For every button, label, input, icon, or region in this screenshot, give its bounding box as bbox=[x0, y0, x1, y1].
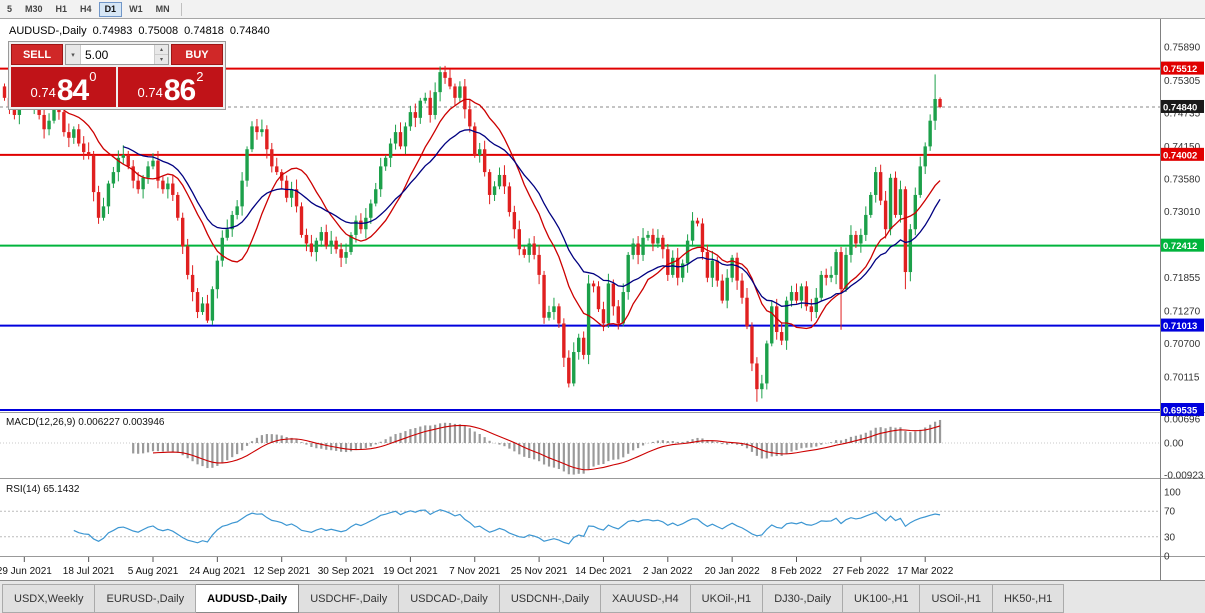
toolbar-separator bbox=[180, 2, 182, 16]
svg-text:0: 0 bbox=[1164, 552, 1170, 563]
chart-tab-eurusd-daily[interactable]: EURUSD-,Daily bbox=[95, 584, 197, 613]
volume-dropdown-icon[interactable]: ▾ bbox=[66, 45, 81, 64]
volume-input[interactable]: 5.00 bbox=[85, 48, 109, 62]
svg-text:0.70115: 0.70115 bbox=[1164, 372, 1200, 383]
svg-text:RSI(14) 65.1432: RSI(14) 65.1432 bbox=[6, 484, 80, 495]
svg-text:20 Jan 2022: 20 Jan 2022 bbox=[705, 566, 760, 577]
chart-title-open: 0.74983 bbox=[92, 25, 133, 37]
buy-price-sup: 2 bbox=[196, 69, 204, 84]
buy-price-display[interactable]: 0.74 86 2 bbox=[118, 67, 223, 107]
chart-title-close: 0.74840 bbox=[229, 25, 270, 37]
svg-text:0.00: 0.00 bbox=[1164, 439, 1184, 450]
chart-tab-usdcad-daily[interactable]: USDCAD-,Daily bbox=[399, 584, 500, 613]
timeframe-toolbar: 5 M30 H1 H4 D1 W1 MN bbox=[0, 0, 1205, 19]
svg-text:5 Aug 2021: 5 Aug 2021 bbox=[128, 566, 179, 577]
svg-text:17 Mar 2022: 17 Mar 2022 bbox=[897, 566, 954, 577]
timeframe-button-w1[interactable]: W1 bbox=[123, 2, 149, 17]
svg-text:7 Nov 2021: 7 Nov 2021 bbox=[449, 566, 501, 577]
buy-price-big: 86 bbox=[163, 73, 196, 107]
buy-price-prefix: 0.74 bbox=[137, 85, 163, 100]
timeframe-button-mn[interactable]: MN bbox=[150, 2, 176, 17]
sell-price-prefix: 0.74 bbox=[30, 85, 56, 100]
svg-text:0.71270: 0.71270 bbox=[1164, 306, 1201, 317]
svg-text:100: 100 bbox=[1164, 488, 1181, 499]
svg-text:MACD(12,26,9) 0.006227 0.00394: MACD(12,26,9) 0.006227 0.003946 bbox=[6, 417, 165, 428]
chart-tab-bar: USDX,Weekly EURUSD-,Daily AUDUSD-,Daily USD… bbox=[0, 580, 1205, 613]
chart-title-symbol: AUDUSD-,Daily bbox=[9, 25, 87, 37]
chart-tab-ukoil-h1[interactable]: UKOil-,H1 bbox=[690, 584, 764, 613]
svg-text:25 Nov 2021: 25 Nov 2021 bbox=[511, 566, 568, 577]
svg-text:24 Aug 2021: 24 Aug 2021 bbox=[189, 566, 246, 577]
svg-text:8 Feb 2022: 8 Feb 2022 bbox=[771, 566, 822, 577]
volume-control: ▾ 5.00 ▴ ▾ bbox=[65, 44, 169, 65]
volume-stepper: ▴ ▾ bbox=[154, 45, 168, 64]
svg-text:0.75512: 0.75512 bbox=[1163, 64, 1197, 75]
svg-text:0.71855: 0.71855 bbox=[1164, 273, 1201, 284]
chart-window[interactable]: MACD(12,26,9) 0.006227 0.003946 RSI(14) 6… bbox=[0, 19, 1205, 580]
chart-title-high: 0.75008 bbox=[138, 25, 179, 37]
svg-text:70: 70 bbox=[1164, 507, 1176, 518]
svg-text:0.75890: 0.75890 bbox=[1164, 43, 1201, 54]
volume-up-icon[interactable]: ▴ bbox=[154, 45, 168, 55]
volume-down-icon[interactable]: ▾ bbox=[154, 55, 168, 64]
one-click-trading-panel: SELL ▾ 5.00 ▴ ▾ BUY 0.74 84 0 0.74 86 2 bbox=[8, 41, 226, 110]
svg-text:0.73580: 0.73580 bbox=[1164, 174, 1201, 185]
svg-text:14 Dec 2021: 14 Dec 2021 bbox=[575, 566, 632, 577]
chart-tab-usoil-h1[interactable]: USOil-,H1 bbox=[920, 584, 993, 613]
svg-text:18 Jul 2021: 18 Jul 2021 bbox=[63, 566, 115, 577]
svg-text:0.70700: 0.70700 bbox=[1164, 339, 1201, 350]
buy-button[interactable]: BUY bbox=[171, 44, 223, 65]
svg-text:0.74735: 0.74735 bbox=[1164, 108, 1201, 119]
svg-text:19 Oct 2021: 19 Oct 2021 bbox=[383, 566, 438, 577]
sell-price-big: 84 bbox=[56, 73, 89, 107]
svg-text:0.75305: 0.75305 bbox=[1164, 76, 1201, 87]
sell-price-display[interactable]: 0.74 84 0 bbox=[11, 67, 116, 107]
sell-button[interactable]: SELL bbox=[11, 44, 63, 65]
svg-text:30: 30 bbox=[1164, 532, 1176, 543]
svg-text:0.72412: 0.72412 bbox=[1163, 241, 1197, 252]
svg-text:27 Feb 2022: 27 Feb 2022 bbox=[833, 566, 890, 577]
svg-text:0.00696: 0.00696 bbox=[1164, 415, 1201, 426]
sell-price-sup: 0 bbox=[89, 69, 97, 84]
svg-text:0.69535: 0.69535 bbox=[1163, 405, 1198, 416]
price-chart[interactable]: MACD(12,26,9) 0.006227 0.003946 RSI(14) 6… bbox=[0, 19, 1205, 580]
svg-text:12 Sep 2021: 12 Sep 2021 bbox=[253, 566, 310, 577]
chart-tab-usdchf-daily[interactable]: USDCHF-,Daily bbox=[299, 584, 400, 613]
timeframe-button-d1[interactable]: D1 bbox=[98, 1, 123, 17]
chart-tab-audusd-daily[interactable]: AUDUSD-,Daily bbox=[196, 584, 300, 613]
svg-text:0.71013: 0.71013 bbox=[1163, 321, 1197, 332]
chart-tab-dj30-daily[interactable]: DJ30-,Daily bbox=[763, 584, 844, 613]
svg-text:-0.00923: -0.00923 bbox=[1164, 470, 1204, 481]
chart-tab-hk50-h1[interactable]: HK50-,H1 bbox=[992, 584, 1065, 613]
timeframe-button-h4[interactable]: H4 bbox=[74, 2, 98, 17]
chart-title-low: 0.74818 bbox=[184, 25, 224, 37]
trade-panel-controls: SELL ▾ 5.00 ▴ ▾ BUY bbox=[11, 44, 223, 65]
timeframe-button-h1[interactable]: H1 bbox=[50, 2, 74, 17]
chart-tab-usdcnh-daily[interactable]: USDCNH-,Daily bbox=[499, 584, 602, 613]
timeframe-button-5[interactable]: 5 bbox=[1, 2, 18, 17]
svg-text:29 Jun 2021: 29 Jun 2021 bbox=[0, 566, 52, 577]
svg-text:0.74002: 0.74002 bbox=[1163, 150, 1197, 161]
trade-panel-prices: 0.74 84 0 0.74 86 2 bbox=[11, 67, 223, 107]
chart-tab-uk100-h1[interactable]: UK100-,H1 bbox=[843, 584, 921, 613]
chart-tab-xauusd-h4[interactable]: XAUUSD-,H4 bbox=[601, 584, 691, 613]
svg-text:0.73010: 0.73010 bbox=[1164, 207, 1201, 218]
chart-title: AUDUSD-,Daily 0.74983 0.75008 0.74818 0.7484… bbox=[9, 25, 276, 37]
svg-text:30 Sep 2021: 30 Sep 2021 bbox=[318, 566, 375, 577]
svg-text:2 Jan 2022: 2 Jan 2022 bbox=[643, 566, 693, 577]
svg-text:0.74840: 0.74840 bbox=[1163, 102, 1197, 113]
svg-text:0.74150: 0.74150 bbox=[1164, 142, 1201, 153]
timeframe-button-m30[interactable]: M30 bbox=[19, 2, 49, 17]
chart-tab-usdx-weekly[interactable]: USDX,Weekly bbox=[2, 584, 96, 613]
